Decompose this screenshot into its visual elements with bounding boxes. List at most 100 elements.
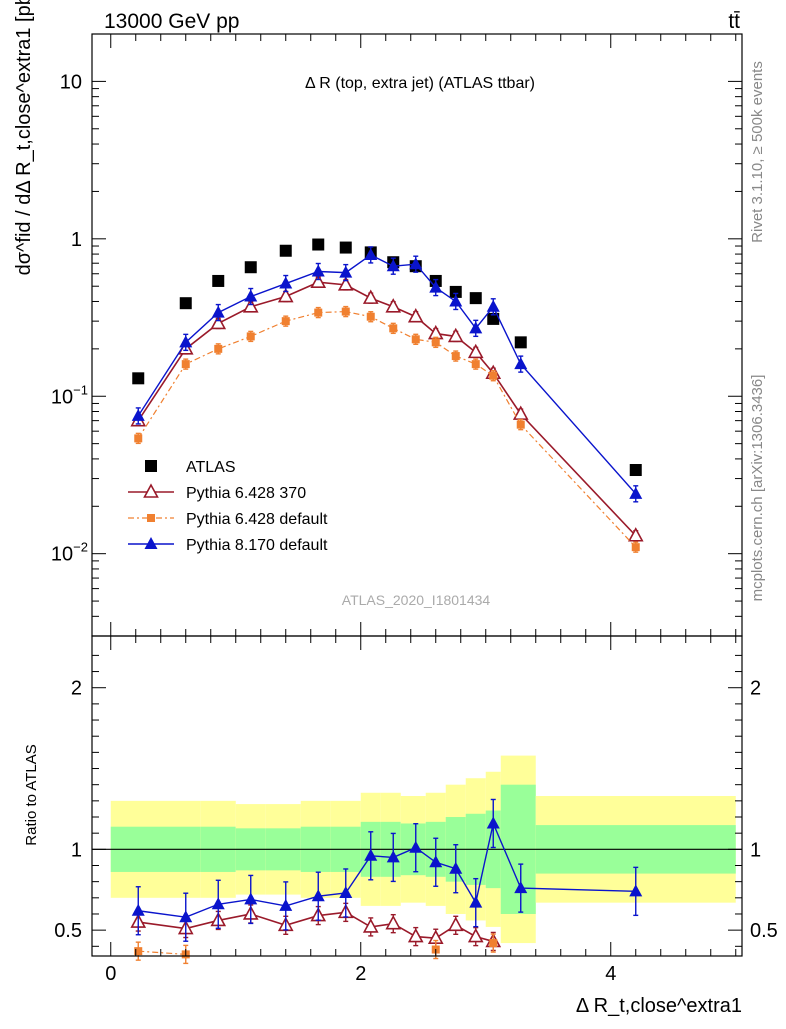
atlas-point [514, 336, 527, 349]
header-left: 13000 GeV pp [104, 10, 239, 33]
pythia8-point [386, 259, 400, 272]
legend-label: Pythia 6.428 370 [186, 485, 306, 502]
ratio-y-tick-label: 2 [71, 678, 82, 700]
main-y-tick-exp: −1 [73, 382, 88, 397]
pythia6-370-point [277, 287, 294, 303]
main-series-line [137, 281, 637, 537]
ratio-pythia6-370-point [467, 927, 484, 943]
ratio-frame [91, 635, 743, 957]
x-tick-label: 0 [105, 963, 116, 985]
pythia8-point [629, 486, 643, 499]
pythia8-point [179, 335, 193, 348]
legend-label: ATLAS [186, 459, 236, 476]
pythia6-default-point [389, 324, 398, 333]
pythia8-point [211, 305, 225, 318]
ratio-y-axis-label-text: Ratio to ATLAS [23, 744, 40, 845]
ratio-pythia8-point [469, 895, 483, 908]
pythia6-default-point [366, 312, 375, 321]
pythia6-default-point [631, 543, 640, 552]
ratio-pythia8-point [311, 889, 325, 902]
pythia8-point [339, 265, 353, 278]
pythia6-default-point [431, 338, 440, 347]
ratio-pythia8-point [339, 885, 353, 898]
pythia6-370-point [407, 308, 424, 323]
x-axis-label: Δ R_t,close^extra1 [576, 995, 742, 1017]
ratio-series-line [138, 950, 186, 955]
legend-marker [143, 483, 159, 498]
pythia6-default-point [471, 360, 480, 369]
pythia6-370-point [210, 314, 227, 330]
main-y-axis-label: dσ^fid / dΔ R_t,close^extra1 [pb] [13, 0, 35, 275]
legend-marker [147, 514, 155, 522]
pythia8-point [429, 280, 443, 293]
pythia6-default-point [134, 434, 143, 443]
ratio-pythia6-370-point [362, 918, 379, 933]
ratio-pythia8-point [486, 816, 500, 829]
ratio-pythia8-point [514, 881, 528, 894]
main-y-tick-base: 10 [60, 71, 82, 93]
pythia6-default-point [451, 352, 460, 361]
atlas-point [279, 244, 292, 257]
pythia6-default-point [411, 335, 420, 344]
atlas-point [629, 464, 642, 477]
atlas-point [312, 238, 325, 251]
main-y-tick-label: 10−2 [51, 540, 88, 566]
x-tick-label: 4 [605, 963, 616, 985]
pythia6-370-point [467, 343, 484, 359]
main-y-tick-base: 1 [71, 229, 82, 251]
ratio-pythia8-point [449, 861, 463, 874]
pythia6-default-point [516, 420, 525, 429]
ratio-pythia8-point [279, 898, 293, 911]
atlas-point [132, 372, 145, 385]
pythia8-point [364, 247, 378, 260]
atlas-point [339, 241, 352, 254]
ratio-pythia6-370-point [385, 914, 402, 930]
legend-marker [145, 460, 157, 472]
main-series-line [137, 254, 637, 495]
ratio-y-axis-label: Ratio to ATLAS [23, 744, 40, 845]
ratio-pythia6-370-point [447, 916, 464, 932]
pythia6-default-point [214, 344, 223, 353]
ratio-pythia8-point [211, 897, 225, 910]
ratio-pythia8-point [629, 884, 643, 897]
ratio-y-tick-label: 1 [71, 839, 82, 861]
ratio-pythia8-point [429, 855, 443, 868]
watermark: ATLAS_2020_I1801434 [342, 592, 491, 608]
ratio-y-tick-label: 0.5 [54, 920, 82, 942]
pythia6-370-point [310, 273, 327, 289]
atlas-point [212, 274, 225, 287]
legend-marker [144, 537, 158, 549]
pythia6-370-point [385, 298, 402, 313]
main-y-axis-label-text: dσ^fid / dΔ R_t,close^extra1 [pb] [13, 0, 35, 275]
ratio-pythia6-370-point [407, 927, 424, 943]
ratio-y-tick-label-right: 2 [750, 678, 761, 700]
ratio-y-tick-label-right: 0.5 [750, 920, 778, 942]
legend: ATLAS Pythia 6.428 370 Pythia 6.428 defaul… [128, 459, 328, 554]
atlas-point [487, 312, 500, 325]
pythia8-point [409, 257, 423, 270]
ratio-pythia8-point [409, 840, 423, 853]
ratio-pythia6-default-point [134, 947, 143, 956]
pythia6-default-point [181, 360, 190, 369]
pythia6-370-point [447, 327, 464, 343]
mcplots-label: mcplots.cern.ch [arXiv:1306.3436] [749, 375, 766, 602]
pythia8-point [244, 289, 258, 302]
atlas-point [469, 292, 482, 305]
legend-label: Pythia 8.170 default [186, 537, 328, 554]
main-y-tick-base: 10 [51, 544, 73, 566]
main-y-tick-label: 1 [71, 229, 82, 251]
main-series-line [137, 310, 637, 548]
pythia8-point [449, 294, 463, 307]
header-right: tt̄ [728, 10, 740, 33]
ratio-y-tick-label-right: 1 [750, 839, 761, 861]
pythia6-default-point [341, 307, 350, 316]
pythia6-default-point [246, 332, 255, 341]
pythia6-default-point [281, 317, 290, 326]
atlas-point [179, 297, 192, 310]
main-y-tick-base: 10 [51, 386, 73, 408]
atlas-point [449, 285, 462, 298]
pythia6-370-point [337, 276, 354, 291]
main-y-tick-label: 10 [60, 71, 82, 93]
pythia8-point [514, 357, 528, 370]
